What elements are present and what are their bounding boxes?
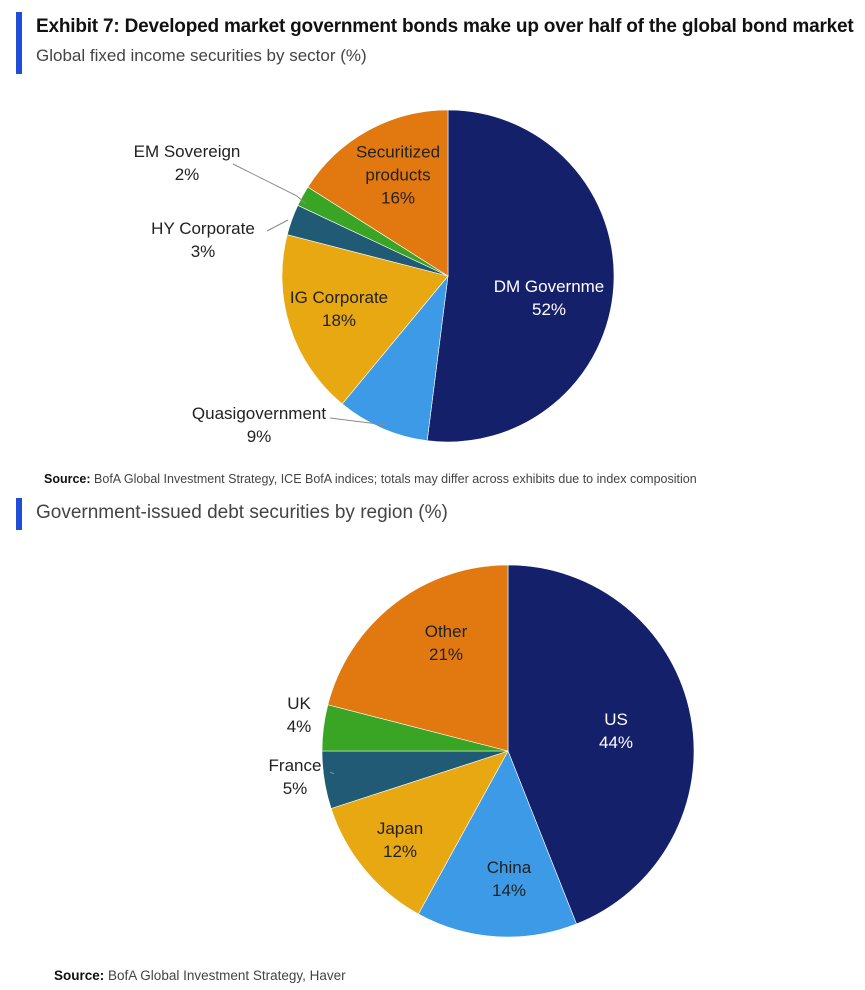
region-value-other: 21% [429, 645, 463, 664]
region-label-france: France [269, 756, 322, 775]
chart1-source-label: Source: [44, 472, 91, 486]
chart1-subtitle: Global fixed income securities by sector… [36, 46, 367, 65]
chart1-source-text: BofA Global Investment Strategy, ICE Bof… [94, 472, 697, 486]
sector-label-em-sovereign: EM Sovereign [134, 142, 241, 161]
chart2-subtitle: Government-issued debt securities by reg… [36, 502, 448, 523]
sector-label-dm-government: DM Governme [494, 277, 605, 296]
sector-leader-line-em-sovereign [232, 163, 307, 205]
exhibit-title: Exhibit 7: Developed market government b… [36, 16, 854, 37]
region-leader-line-france [329, 771, 335, 775]
sector-slice-ig-corporate [281, 234, 449, 405]
region-slice-japan [330, 750, 509, 915]
region-label-other: Other [425, 622, 468, 641]
region-value-uk: 4% [287, 717, 312, 736]
region-value-us: 44% [599, 733, 633, 752]
sector-slice-quasi-government [341, 275, 449, 442]
sector-pie-chart: DM Governme 52% Quasigovernment 9% IG Corpor… [134, 109, 615, 446]
sector-label-quasi-government: Quasigovernment [192, 404, 326, 423]
sector-value-em-sovereign: 2% [175, 165, 200, 184]
chart1-source: Source: BofA Global Investment Strategy,… [44, 472, 697, 486]
region-pie-chart: US 44% China 14% Japan 12% France 5% UK 4% Other 21… [269, 564, 695, 938]
region-label-china: China [487, 858, 532, 877]
sector-label-hy-corporate: HY Corporate [151, 219, 255, 238]
sector-leader-line-quasi-government [329, 417, 387, 426]
chart2-source: Source: BofA Global Investment Strategy,… [54, 968, 346, 983]
title-accent-bar [16, 12, 22, 74]
sector-value-securitized-products: 16% [381, 188, 415, 207]
region-value-france: 5% [283, 779, 308, 798]
sector-leader-line-hy-corporate [266, 219, 289, 232]
chart2-source-text: BofA Global Investment Strategy, Haver [108, 968, 346, 983]
chart2-source-label: Source: [54, 968, 105, 983]
sector-value-ig-corporate: 18% [322, 311, 356, 330]
sector-value-hy-corporate: 3% [191, 242, 216, 261]
region-value-japan: 12% [383, 842, 417, 861]
sector-label-securitized-products-0: Securitized [356, 142, 440, 161]
sector-slice-dm-government [426, 109, 615, 443]
sector-label-ig-corporate: IG Corporate [290, 288, 388, 307]
sector-value-quasi-government: 9% [247, 427, 272, 446]
sector-label-securitized-products-1: products [365, 165, 430, 184]
region-label-us: US [604, 710, 628, 729]
region-slice-china [417, 750, 577, 938]
sector-slice-securitized-products [307, 109, 449, 277]
chart2-accent-bar [16, 498, 22, 530]
region-slice-us [507, 564, 695, 925]
region-slice-other [327, 564, 509, 752]
region-label-japan: Japan [377, 819, 423, 838]
sector-value-dm-government: 52% [532, 300, 566, 319]
region-label-uk: UK [287, 694, 311, 713]
region-value-china: 14% [492, 881, 526, 900]
